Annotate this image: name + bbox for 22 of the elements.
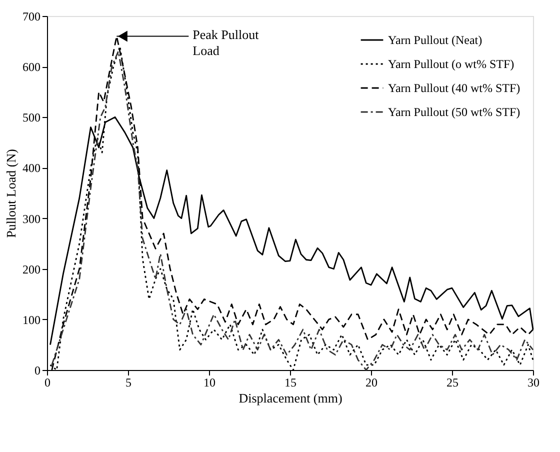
x-tick-label: 30 xyxy=(528,376,540,390)
y-tick-label: 300 xyxy=(22,212,40,226)
y-tick-label: 0 xyxy=(34,364,40,378)
legend-label: Yarn Pullout (40 wt% STF) xyxy=(388,81,520,95)
y-tick-label: 600 xyxy=(22,60,40,74)
y-tick-label: 500 xyxy=(22,110,40,125)
x-tick-label: 15 xyxy=(284,376,296,390)
annotation: Peak Pullout Load xyxy=(192,27,260,58)
legend-label: Yarn Pullout (o wt% STF) xyxy=(388,57,514,71)
x-tick-label: 20 xyxy=(366,376,378,390)
x-tick-label: 0 xyxy=(44,376,50,390)
y-tick-label: 100 xyxy=(22,312,40,327)
y-axis-title: Pullout Load (N) xyxy=(4,149,18,238)
x-axis-title: Displacement (mm) xyxy=(238,390,342,406)
y-tick-label: 700 xyxy=(22,10,40,24)
x-tick-label: 25 xyxy=(446,376,458,390)
legend-label: Yarn Pullout (Neat) xyxy=(388,33,482,47)
legend-label: Yarn Pullout (50 wt% STF) xyxy=(388,105,520,119)
x-tick-label: 10 xyxy=(204,376,216,390)
y-tick-label: 400 xyxy=(22,161,40,176)
y-tick-label: 200 xyxy=(22,262,40,276)
x-tick-label: 5 xyxy=(126,376,132,390)
